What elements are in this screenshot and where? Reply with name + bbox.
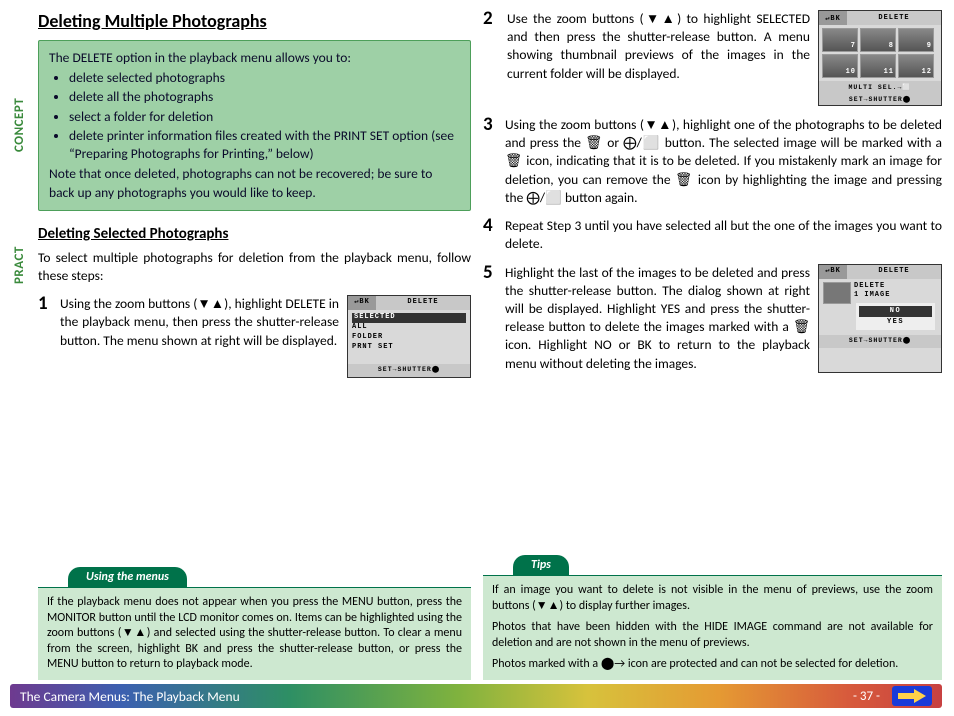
step-5-text: Highlight the last of the images to be d…: [505, 264, 810, 373]
lcd-confirm-dialog: ↵BK DELETE DELETE 1 IMAGE NO: [818, 264, 942, 373]
left-heading: Deleting Multiple Photographs: [38, 10, 471, 32]
dialog-msg: 1 IMAGE: [854, 291, 937, 301]
tip-tab-label: Tips: [513, 555, 569, 575]
lcd-back: ↵BK: [819, 11, 847, 25]
side-label-concept: CONCEPT: [12, 50, 38, 200]
lcd-footer: SET→SHUTTER⬤: [819, 92, 941, 105]
tip-p2: Photos that have been hidden with the HI…: [492, 620, 933, 651]
lcd-footer: SET→SHUTTER⬤: [819, 335, 941, 348]
footer-bar: The Camera Menus: The Playback Menu - 37…: [10, 684, 942, 708]
arrow-right-icon: [898, 689, 926, 703]
dialog-no: NO: [859, 306, 932, 317]
concept-bullet: delete selected photographs: [69, 69, 460, 87]
lcd-thumb: 10: [822, 54, 858, 78]
page: CONCEPT PRACT Deleting Multiple Photogra…: [0, 0, 954, 680]
lcd-row: PRNT SET: [352, 343, 466, 353]
left-column: CONCEPT PRACT Deleting Multiple Photogra…: [12, 10, 471, 680]
lcd-title: DELETE: [847, 11, 941, 25]
concept-bullets: delete selected photographs delete all t…: [69, 69, 460, 163]
lcd-row: ALL: [352, 323, 466, 333]
concept-bullet: delete all the photographs: [69, 88, 460, 106]
concept-bullet: delete printer information files created…: [69, 127, 460, 163]
step-number: 2: [483, 9, 499, 106]
concept-bullet: select a folder for deletion: [69, 108, 460, 126]
step-2: 2 Use the zoom buttons (▼▲) to highlight…: [483, 10, 942, 106]
step-3: 3 Using the zoom buttons (▼▲), highlight…: [483, 116, 942, 207]
step-3-text: Using the zoom buttons (▼▲), highlight o…: [505, 116, 942, 207]
right-column: 2 Use the zoom buttons (▼▲) to highlight…: [483, 10, 942, 680]
step-5: 5 Highlight the last of the images to be…: [483, 264, 942, 373]
tip-box-tips: If an image you want to delete is not vi…: [483, 575, 942, 680]
page-number: - 37 -: [853, 689, 880, 704]
concept-note: Note that once deleted, photographs can …: [49, 165, 460, 201]
step-2-text: Use the zoom buttons (▼▲) to highlight S…: [507, 10, 810, 106]
lcd-row: SELECTED: [352, 313, 466, 323]
step-4: 4 Repeat Step 3 until you have selected …: [483, 217, 942, 253]
tip-p3: Photos marked with a ⬤→ icon are protect…: [492, 657, 933, 673]
footer-title: The Camera Menus: The Playback Menu: [20, 688, 853, 705]
tip-text: If the playback menu does not appear whe…: [47, 595, 462, 673]
left-subheading: Deleting Selected Photographs: [38, 225, 471, 243]
lcd-thumb: 7: [822, 28, 858, 52]
lcd-footer: MULTI SEL.→⬜: [819, 81, 941, 92]
lcd-thumb: 9: [898, 28, 934, 52]
dialog-msg: DELETE: [854, 282, 937, 292]
step-number: 4: [483, 216, 499, 253]
step-number: 1: [38, 294, 54, 378]
tip-box-menus: If the playback menu does not appear whe…: [38, 587, 471, 680]
lcd-footer: SET→SHUTTER⬤: [348, 364, 470, 377]
left-intro: To select multiple photographs for delet…: [38, 249, 471, 285]
concept-intro: The DELETE option in the playback menu a…: [49, 49, 460, 67]
side-label-pract: PRACT: [12, 230, 38, 300]
tip-tab-label: Using the menus: [68, 567, 187, 587]
step-1: 1 Using the zoom buttons (▼▲), highlight…: [38, 295, 471, 378]
lcd-row: FOLDER: [352, 333, 466, 343]
concept-box: The DELETE option in the playback menu a…: [38, 40, 471, 211]
lcd-back: ↵BK: [348, 296, 376, 310]
next-page-button[interactable]: [892, 686, 932, 706]
step-number: 3: [483, 115, 499, 207]
dialog-yes: YES: [859, 317, 932, 328]
step-1-text: Using the zoom buttons (▼▲), highlight D…: [60, 295, 339, 378]
lcd-thumbnails: ↵BK DELETE 7 8 9 10 11 12 MULTI SEL.→⬜: [818, 10, 942, 106]
lcd-title: DELETE: [376, 296, 470, 310]
step-number: 5: [483, 263, 499, 373]
lcd-thumb: 11: [860, 54, 896, 78]
lcd-back: ↵BK: [819, 265, 847, 279]
lcd-thumb: 12: [898, 54, 934, 78]
lcd-title: DELETE: [847, 265, 941, 279]
step-4-text: Repeat Step 3 until you have selected al…: [505, 217, 942, 253]
dialog-thumb: [823, 282, 851, 304]
lcd-thumb: 8: [860, 28, 896, 52]
tip-p1: If an image you want to delete is not vi…: [492, 583, 933, 614]
lcd-delete-menu: ↵BK DELETE SELECTED ALL FOLDER PRNT SET …: [347, 295, 471, 378]
